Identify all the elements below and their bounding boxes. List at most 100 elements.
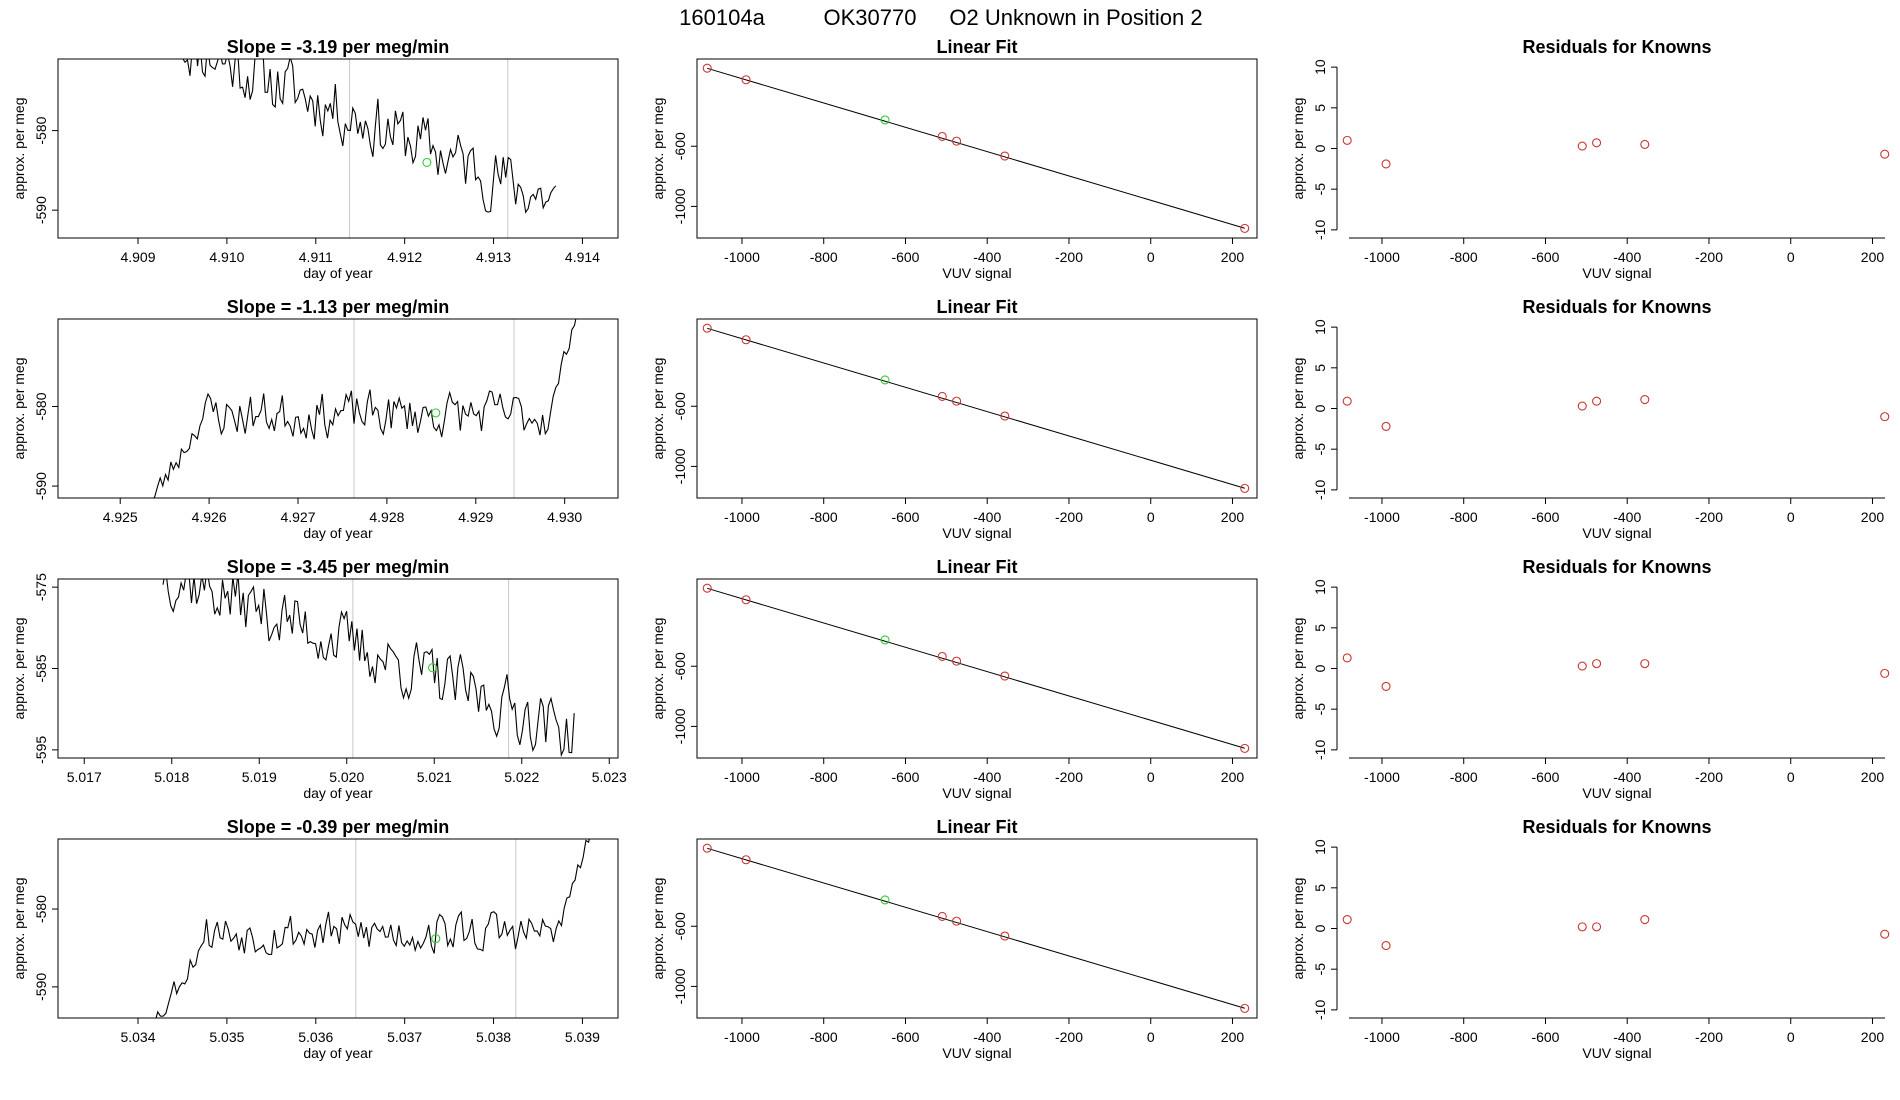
x-tick-label: 200 — [1861, 769, 1885, 785]
y-tick-label: -580 — [33, 392, 49, 420]
drift-trace-line — [153, 319, 577, 498]
y-axis-label: approx. per meg — [1290, 618, 1306, 720]
residuals-title: Residuals for Knowns — [1522, 557, 1711, 577]
known-point-marker — [1000, 931, 1010, 941]
known-point-marker — [1592, 922, 1602, 932]
x-tick-label: -200 — [1055, 249, 1083, 265]
super-title-run: 160104a — [679, 5, 765, 30]
residuals-title: Residuals for Knowns — [1522, 817, 1711, 837]
x-axis-label: VUV signal — [942, 1045, 1011, 1061]
known-point-marker — [1640, 659, 1650, 669]
y-tick-label: 0 — [1312, 144, 1328, 152]
known-point-marker — [741, 595, 751, 605]
x-tick-label: 0 — [1147, 249, 1155, 265]
x-tick-label: -800 — [810, 1029, 838, 1045]
x-tick-label: 4.928 — [369, 509, 404, 525]
linear-fit-panel-row-2: Linear Fit -1000 -800 -600 -400 -200 0 200 -600 -… — [650, 557, 1258, 801]
x-tick-label: 5.018 — [154, 769, 189, 785]
x-tick-label: 4.929 — [458, 509, 493, 525]
x-tick-label: 5.023 — [592, 769, 627, 785]
x-tick-label: -1000 — [724, 1029, 760, 1045]
residuals-title: Residuals for Knowns — [1522, 297, 1711, 317]
y-tick-label: -590 — [33, 472, 49, 500]
y-tick-label: -590 — [33, 973, 49, 1001]
y-tick-label: -590 — [33, 196, 49, 224]
linear-fit-panel-row-0: Linear Fit -1000 -800 -600 -400 -200 0 200 -600 -… — [650, 37, 1258, 281]
known-point-marker — [1880, 149, 1890, 159]
known-point-marker — [937, 131, 947, 142]
x-tick-label: -200 — [1695, 509, 1723, 525]
y-tick-label: -575 — [33, 573, 49, 601]
x-tick-label: -400 — [973, 249, 1001, 265]
known-point-marker — [1640, 394, 1650, 405]
x-tick-label: 4.913 — [476, 249, 511, 265]
y-axis-label: approx. per meg — [1290, 878, 1306, 980]
x-tick-label: -200 — [1695, 1029, 1723, 1045]
x-tick-label: 5.020 — [329, 769, 364, 785]
y-axis-label: approx. per meg — [1290, 98, 1306, 200]
drift-trace-line — [155, 839, 590, 1018]
unknown-point-marker — [431, 408, 441, 418]
x-tick-label: -600 — [1531, 1029, 1559, 1045]
x-tick-label: -200 — [1695, 769, 1723, 785]
x-tick-label: -800 — [1450, 509, 1478, 525]
y-tick-label: -1000 — [672, 708, 688, 744]
y-tick-label: 5 — [1312, 624, 1328, 632]
known-point-marker — [741, 75, 751, 85]
known-point-marker — [1240, 223, 1250, 233]
x-tick-label: -600 — [1531, 509, 1559, 525]
y-axis-label: approx. per meg — [650, 618, 666, 720]
y-tick-label: -1000 — [672, 968, 688, 1004]
y-tick-label: 10 — [1312, 839, 1328, 855]
x-tick-label: -200 — [1055, 769, 1083, 785]
linear-fit-title: Linear Fit — [936, 297, 1017, 317]
y-tick-label: -595 — [33, 736, 49, 764]
y-tick-label: -1000 — [672, 188, 688, 224]
known-point-marker — [1577, 401, 1587, 411]
x-tick-label: -1000 — [724, 509, 760, 525]
known-point-marker — [1342, 396, 1352, 406]
x-tick-label: 200 — [1221, 509, 1245, 525]
known-point-marker — [1880, 412, 1890, 422]
known-point-marker — [702, 63, 712, 73]
known-point-marker — [1240, 1003, 1250, 1013]
x-tick-label: 5.022 — [504, 769, 539, 785]
y-tick-label: 5 — [1312, 364, 1328, 372]
plot-frame — [696, 578, 1258, 759]
x-axis-label: VUV signal — [1582, 1045, 1651, 1061]
known-point-marker — [702, 323, 712, 333]
x-axis-label: VUV signal — [1582, 265, 1651, 281]
known-point-marker — [1640, 914, 1650, 925]
regression-line — [707, 327, 1245, 489]
x-axis-label: day of year — [303, 265, 373, 281]
y-tick-label: 0 — [1312, 924, 1328, 932]
x-tick-label: 4.912 — [387, 249, 422, 265]
y-tick-label: 10 — [1312, 319, 1328, 335]
plot-frame — [696, 58, 1258, 239]
x-tick-label: -1000 — [1364, 769, 1400, 785]
super-title-position: O2 Unknown in Position 2 — [949, 5, 1202, 30]
known-point-marker — [1381, 681, 1391, 691]
x-axis-label: VUV signal — [942, 525, 1011, 541]
unknown-point-marker — [880, 375, 890, 385]
x-tick-label: -800 — [810, 249, 838, 265]
drift-title: Slope = -0.39 per meg/min — [227, 817, 450, 837]
plot-frame — [696, 838, 1258, 1019]
x-tick-label: -800 — [810, 509, 838, 525]
y-axis-label: approx. per meg — [1290, 358, 1306, 460]
known-point-marker — [1240, 743, 1250, 753]
y-tick-label: -600 — [672, 132, 688, 160]
known-point-marker — [702, 583, 712, 593]
x-tick-label: -400 — [1613, 509, 1641, 525]
known-point-marker — [741, 855, 751, 865]
x-tick-label: 4.930 — [547, 509, 582, 525]
x-tick-label: 5.021 — [417, 769, 452, 785]
x-tick-label: 0 — [1787, 249, 1795, 265]
x-tick-label: 4.910 — [209, 249, 244, 265]
x-tick-label: 0 — [1147, 1029, 1155, 1045]
unknown-point-marker — [880, 635, 890, 645]
x-tick-label: 5.038 — [476, 1029, 511, 1045]
y-tick-label: 0 — [1312, 664, 1328, 672]
x-axis-label: day of year — [303, 785, 373, 801]
